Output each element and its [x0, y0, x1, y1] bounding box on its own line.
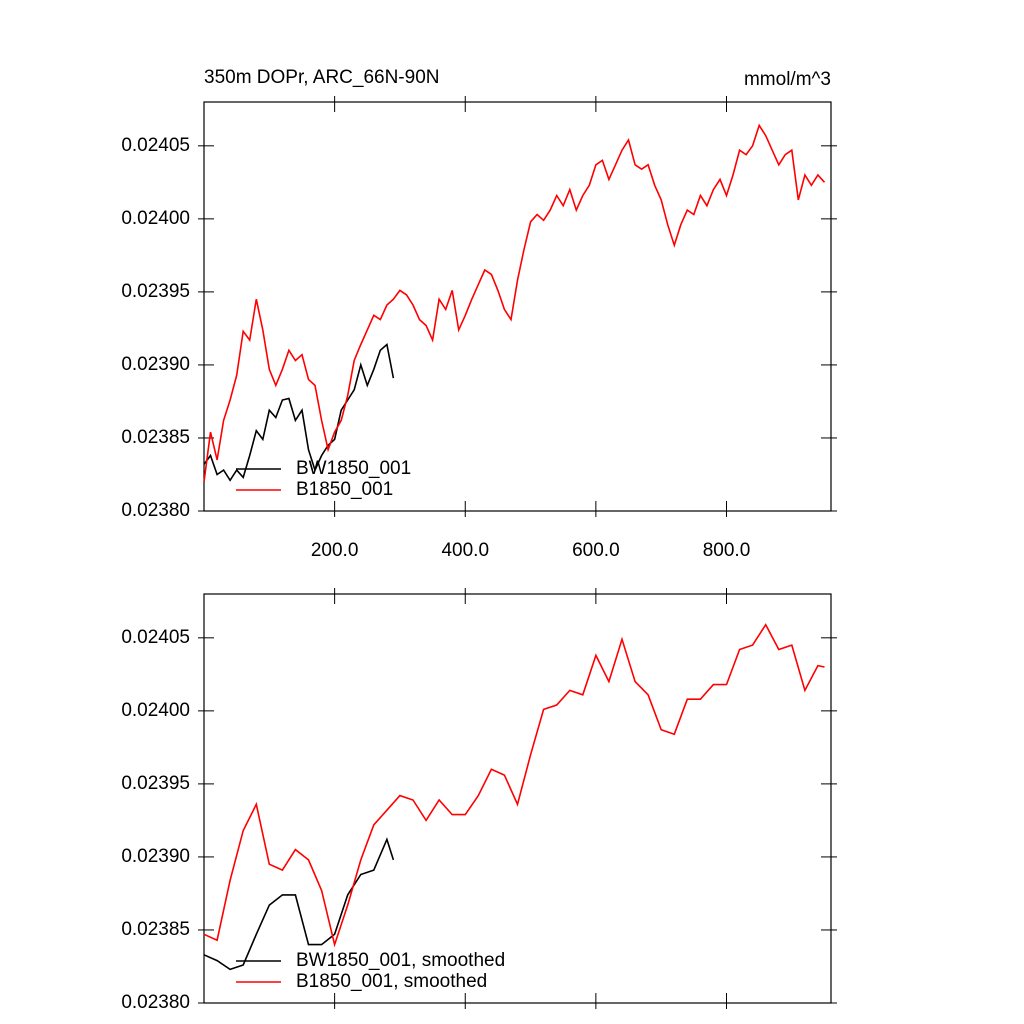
- y-tick-label: 0.02380: [121, 500, 190, 521]
- y-tick-label: 0.02400: [121, 208, 190, 229]
- y-tick-label: 0.02395: [121, 281, 190, 302]
- y-tick-label: 0.02405: [121, 135, 190, 156]
- x-tick-label: 200.0: [311, 540, 359, 561]
- y-tick-label: 0.02405: [121, 627, 190, 648]
- legend-label: BW1850_001: [296, 458, 411, 479]
- legend-label: B1850_001: [296, 479, 393, 500]
- series-line: [203, 623, 825, 948]
- chart-title: 350m DOPr, ARC_66N-90N: [204, 67, 440, 88]
- x-tick-label: 600.0: [572, 540, 620, 561]
- x-tick-label: 400.0: [441, 540, 489, 561]
- y-tick-label: 0.02385: [121, 427, 190, 448]
- y-tick-label: 0.02380: [121, 992, 190, 1013]
- units-label: mmol/m^3: [744, 69, 831, 90]
- legend-label: B1850_001, smoothed: [296, 971, 487, 992]
- legend-label: BW1850_001, smoothed: [296, 950, 505, 971]
- series-line: [203, 342, 395, 482]
- series-line: [203, 837, 395, 971]
- plot-frame: [203, 593, 832, 1004]
- plot-frame: [203, 101, 832, 512]
- y-tick-label: 0.02395: [121, 773, 190, 794]
- y-tick-label: 0.02400: [121, 700, 190, 721]
- y-tick-label: 0.02385: [121, 919, 190, 940]
- y-tick-label: 0.02390: [121, 846, 190, 867]
- y-tick-label: 0.02390: [121, 354, 190, 375]
- series-line: [203, 123, 826, 482]
- x-tick-label: 800.0: [703, 540, 751, 561]
